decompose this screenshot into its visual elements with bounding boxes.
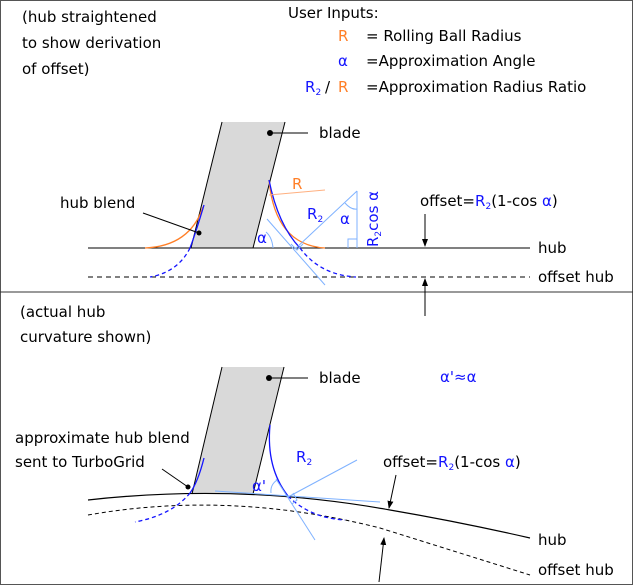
r-radius-line <box>268 189 326 196</box>
tangent-line <box>266 218 326 286</box>
right-approx-blend <box>268 179 301 249</box>
hub-label: hub <box>538 239 567 257</box>
alpha-arc <box>344 202 358 210</box>
alpha-prime-label: α' <box>252 477 266 495</box>
left-approx-blend <box>189 457 205 494</box>
top-note-line: to show derivation <box>22 34 161 52</box>
desc-approximation-angle: =Approximation Angle <box>366 52 535 70</box>
symbol-r: R <box>338 27 348 45</box>
alpha-arc <box>265 231 274 249</box>
offset-hub-label: offset hub <box>538 561 614 579</box>
offset-arrow-down <box>387 474 397 509</box>
hub-curve <box>87 492 531 539</box>
left-rolling-ball-blend <box>144 206 204 249</box>
symbol-alpha: α <box>338 52 348 70</box>
alpha-label-blade: α <box>257 229 267 247</box>
blade-edge <box>252 366 285 495</box>
bottom-panel: (actual hub curvature shown) blade α'≈α … <box>15 303 614 583</box>
desc-approximation-radius-ratio: =Approximation Radius Ratio <box>366 78 586 96</box>
alpha-approx-note: α'≈α <box>440 368 477 386</box>
alpha-label: α <box>340 210 350 228</box>
symbol-r-den: R <box>338 78 348 96</box>
top-note-line: (hub straightened <box>22 8 157 26</box>
blade-label: blade <box>319 369 361 387</box>
offset-formula: offset=R2(1-cos α) <box>383 453 521 473</box>
slash: / <box>325 78 331 96</box>
blade-edge <box>190 121 223 249</box>
bottom-note-line: (actual hub <box>20 303 105 321</box>
bottom-note-line: curvature shown) <box>20 328 151 346</box>
approx-blend-leader <box>161 468 189 488</box>
left-approx-blend-extension <box>134 492 191 523</box>
r2cos-alpha-label: R2cos α <box>364 191 384 247</box>
user-inputs-legend: User Inputs: R = Rolling Ball Radius α =… <box>288 4 586 98</box>
user-inputs-title: User Inputs: <box>288 4 379 22</box>
blade-tangent-line <box>275 478 316 541</box>
r2-radius-line <box>287 459 358 498</box>
blade-label: blade <box>319 124 361 142</box>
right-approx-blend-extension <box>299 247 357 278</box>
r2-label: R2 <box>307 205 323 225</box>
right-approx-blend <box>268 424 289 497</box>
alpha-prime-arc <box>270 479 278 494</box>
hub-blend-label: hub blend <box>60 194 135 212</box>
offset-formula: offset=R2(1-cos α) <box>420 192 558 212</box>
right-approx-blend-extension <box>287 495 346 521</box>
right-angle-mark <box>291 492 298 505</box>
left-approx-blend <box>189 204 205 249</box>
tangent-line <box>214 490 381 503</box>
r2-label: R2 <box>296 448 312 468</box>
offset-hub-label: offset hub <box>538 268 614 286</box>
approx-blend-label: approximate hub blend <box>15 429 190 447</box>
desc-rolling-ball-radius: = Rolling Ball Radius <box>366 27 522 45</box>
offset-arrow-up <box>378 537 387 583</box>
offset-hub-curve <box>87 504 531 576</box>
symbol-r2: R2 <box>305 78 321 98</box>
r2-radius-line <box>294 190 358 250</box>
right-angle-mark <box>290 243 304 251</box>
top-panel: (hub straightened to show derivation of … <box>22 4 614 316</box>
top-note-line: of offset) <box>22 60 90 78</box>
hub-label: hub <box>538 531 567 549</box>
r-label: R <box>292 175 302 193</box>
blade-edge <box>191 366 223 495</box>
right-angle-mark <box>347 238 357 248</box>
approx-blend-label: sent to TurboGrid <box>15 453 145 471</box>
hub-blend-leader <box>142 212 200 234</box>
